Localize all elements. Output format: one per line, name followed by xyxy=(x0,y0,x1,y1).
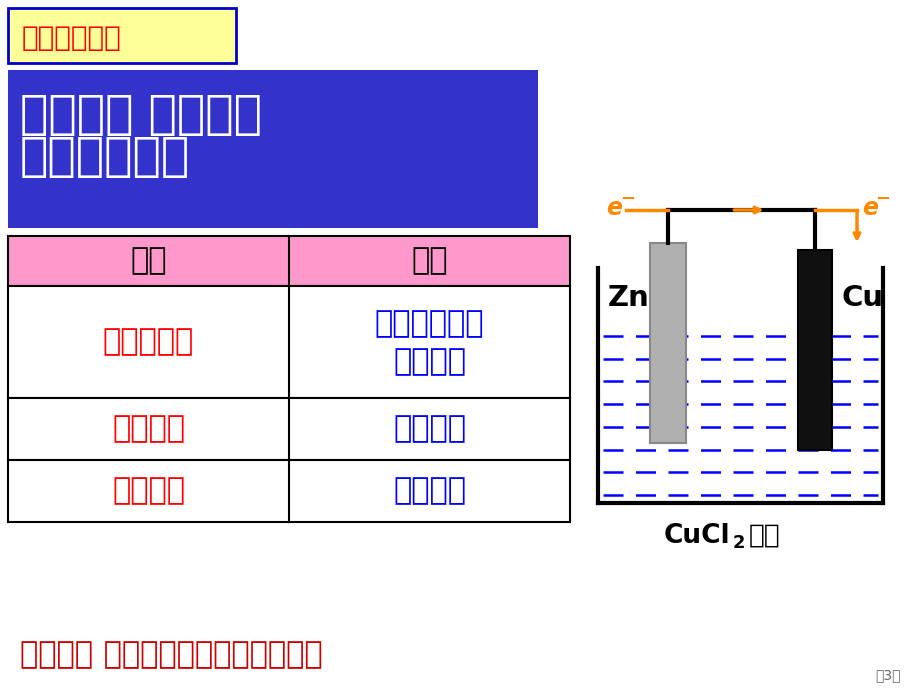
Text: 电子流入: 电子流入 xyxy=(392,415,466,444)
Bar xyxy=(8,236,570,286)
Text: Cu: Cu xyxy=(841,284,883,312)
Bar xyxy=(8,8,236,63)
Text: 原电池： 将化学能转变为电能装置。: 原电池： 将化学能转变为电能装置。 xyxy=(20,640,323,669)
Text: 【复习回顾】: 【复习回顾】 xyxy=(22,24,121,52)
Bar xyxy=(650,243,686,443)
Bar xyxy=(8,70,538,228)
Text: Zn: Zn xyxy=(607,284,649,312)
Text: 正极: 正极 xyxy=(411,246,448,275)
Text: 第3页: 第3页 xyxy=(874,668,900,682)
Text: 2: 2 xyxy=(732,534,744,552)
Text: e: e xyxy=(861,196,877,220)
Text: CuCl: CuCl xyxy=(664,523,730,549)
Text: 或非金属: 或非金属 xyxy=(392,348,466,377)
Bar xyxy=(8,398,570,460)
Bar xyxy=(8,286,570,398)
Text: −: − xyxy=(874,190,890,208)
Text: 负极: 负极 xyxy=(130,246,166,275)
Text: 极怎样判断？: 极怎样判断？ xyxy=(20,135,190,181)
Text: 还原反应: 还原反应 xyxy=(392,477,466,506)
Bar xyxy=(797,250,831,450)
Text: 问一问： 原电池电: 问一问： 原电池电 xyxy=(20,92,262,137)
Text: 较不活泼金属: 较不活泼金属 xyxy=(374,310,483,339)
Text: −: − xyxy=(619,190,634,208)
Text: e: e xyxy=(606,196,621,220)
Text: 电子流出: 电子流出 xyxy=(112,415,185,444)
Text: 较活泼金属: 较活泼金属 xyxy=(103,328,194,357)
Bar xyxy=(8,460,570,522)
Text: 溶液: 溶液 xyxy=(748,523,779,549)
Text: 氧化反应: 氧化反应 xyxy=(112,477,185,506)
